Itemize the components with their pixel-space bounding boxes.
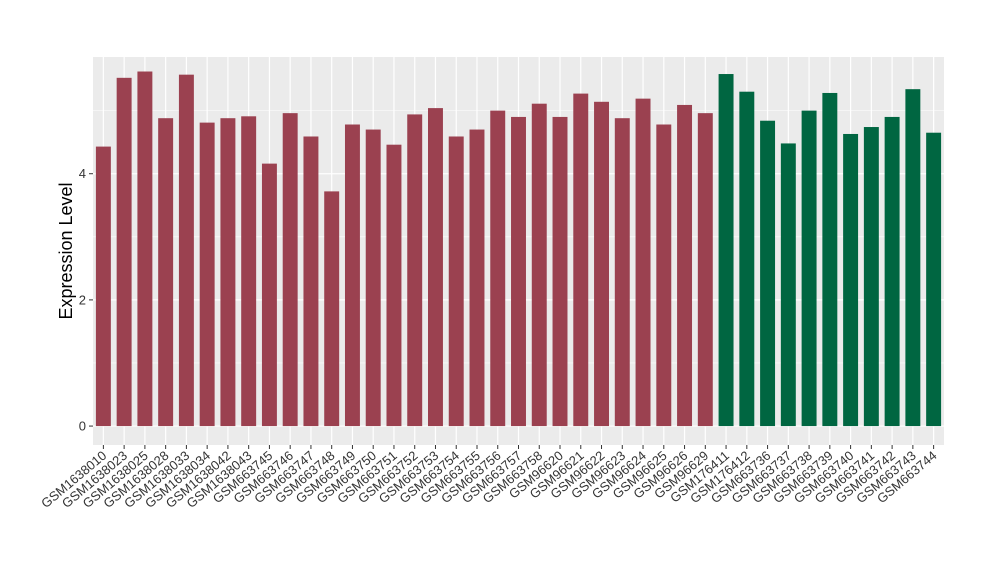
bar-GSM663740 (843, 133, 859, 427)
bar-GSM1638043 (241, 116, 257, 427)
bar-GSM663741 (863, 127, 879, 427)
bar-GSM96621 (573, 93, 589, 427)
bar-GSM663750 (365, 129, 381, 427)
bars (95, 71, 942, 427)
bar-GSM663758 (531, 103, 547, 427)
bar-GSM663747 (303, 136, 319, 427)
x-axis: GSM1638010GSM1638023GSM1638025GSM1638028… (38, 445, 940, 511)
bar-GSM663757 (511, 116, 526, 427)
bar-GSM663753 (428, 108, 443, 427)
bar-GSM663748 (324, 191, 340, 427)
bar-GSM663739 (822, 92, 838, 427)
bar-GSM663754 (448, 136, 464, 427)
bar-GSM1638028 (158, 118, 174, 427)
bar-GSM663744 (926, 132, 942, 427)
bar-GSM96623 (614, 118, 630, 427)
y-axis-title: Expression Level (56, 182, 76, 319)
bar-GSM663736 (760, 120, 776, 427)
bar-GSM663742 (884, 116, 900, 427)
bar-GSM663743 (905, 89, 921, 427)
bar-GSM663752 (407, 114, 423, 427)
bar-GSM663746 (282, 113, 298, 427)
bar-GSM1638010 (95, 146, 111, 427)
bar-GSM96625 (656, 124, 672, 427)
bar-GSM96622 (594, 101, 609, 427)
y-axis: 0 2 4 (79, 166, 93, 434)
bar-GSM663737 (780, 143, 796, 427)
bar-GSM663749 (344, 124, 360, 427)
bar-GSM663755 (469, 129, 485, 427)
y-tick-label: 0 (79, 419, 86, 434)
bar-GSM1638023 (116, 77, 132, 427)
bar-GSM96626 (677, 104, 693, 427)
bar-GSM96629 (697, 113, 713, 427)
bar-GSM176412 (739, 91, 755, 427)
bar-GSM663745 (261, 163, 277, 427)
y-tick-label: 2 (79, 292, 86, 307)
bar-GSM1638034 (199, 122, 215, 427)
bar-GSM1638025 (137, 71, 153, 427)
bar-GSM176411 (718, 74, 734, 427)
bar-GSM96620 (552, 116, 568, 427)
bar-GSM663738 (801, 110, 817, 427)
bar-GSM96624 (635, 98, 651, 427)
bar-GSM663756 (490, 110, 506, 427)
bar-GSM663751 (386, 144, 402, 427)
bar-GSM1638042 (220, 118, 236, 427)
y-tick-label: 4 (79, 166, 86, 181)
bar-GSM1638033 (178, 74, 194, 427)
